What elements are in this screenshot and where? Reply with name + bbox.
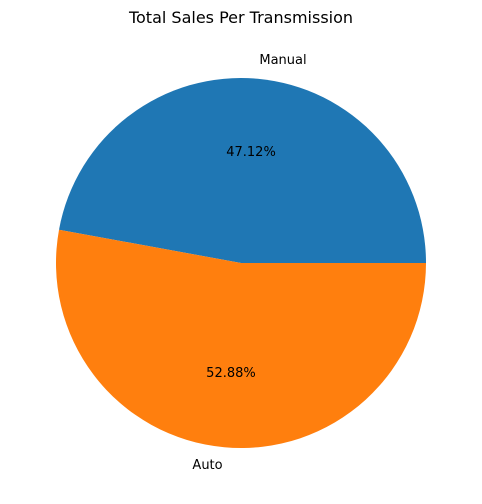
slice-percent-label: 47.12%: [226, 145, 276, 160]
slice-percent-label: 52.88%: [206, 366, 256, 381]
pie-slice-auto: [55, 229, 426, 449]
slice-category-label: Manual: [259, 53, 306, 68]
pie-slices: [55, 78, 427, 449]
pie-slice-manual: [59, 78, 427, 263]
pie-labels: 47.12% Manual 52.88% Auto: [192, 53, 306, 473]
chart-title: Total Sales Per Transmission: [128, 8, 353, 27]
slice-category-label: Auto: [192, 458, 222, 473]
